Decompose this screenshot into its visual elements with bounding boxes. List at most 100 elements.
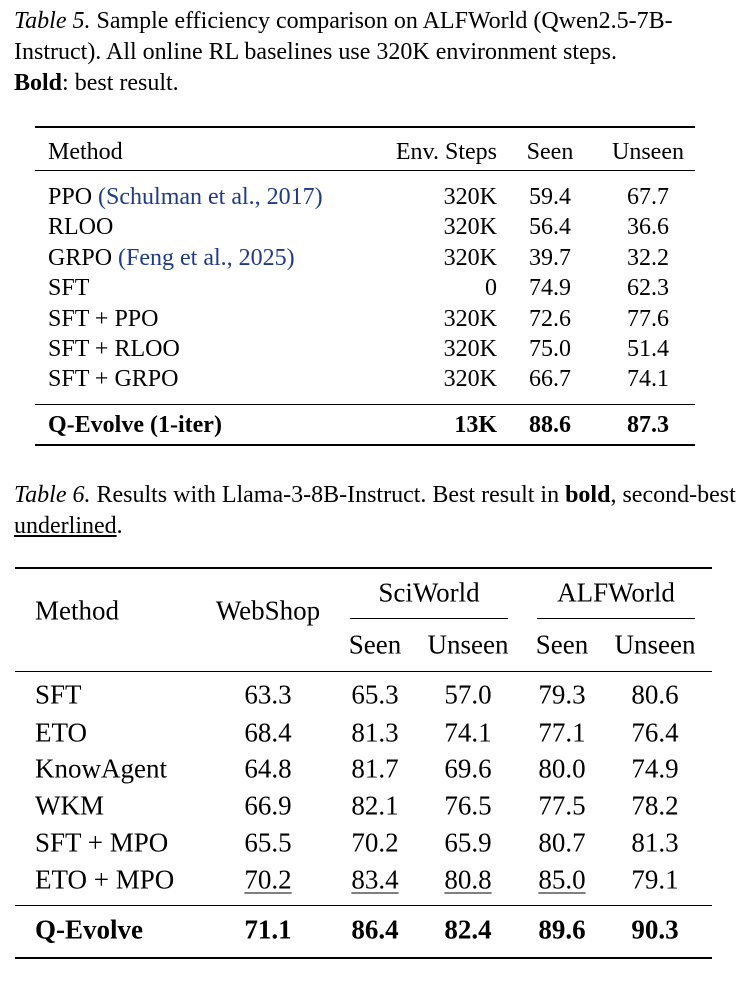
column-header: Unseen: [614, 629, 696, 660]
column-header: Env. Steps: [395, 139, 497, 165]
method: SFT + RLOO: [48, 336, 180, 362]
cell: 74.9: [529, 275, 571, 301]
cell: 77.5: [538, 790, 586, 821]
rule: [35, 126, 695, 128]
method: GRPO (Feng et al., 2025): [48, 245, 295, 271]
column-header: Method: [48, 139, 123, 165]
caption-underline: underlined: [14, 513, 117, 539]
cell: 74.1: [444, 717, 492, 748]
cell: 320K: [443, 336, 497, 362]
cell: 81.3: [351, 717, 399, 748]
group-header: ALFWorld: [557, 577, 675, 608]
cell: 320K: [443, 184, 497, 210]
cell: 70.2: [244, 864, 292, 895]
cell: 88.6: [529, 412, 571, 438]
cell: 89.6: [538, 914, 586, 945]
cell: 90.3: [631, 914, 679, 945]
cell: 77.1: [538, 717, 586, 748]
cell: 82.1: [351, 790, 399, 821]
cell: 57.0: [444, 679, 492, 710]
cell: 320K: [443, 366, 497, 392]
cell: 65.5: [244, 827, 292, 858]
cell: 86.4: [351, 914, 399, 945]
cell: 81.3: [631, 827, 679, 858]
method: Q-Evolve: [35, 914, 143, 945]
caption-bold: Bold: [14, 70, 63, 96]
cell: 65.9: [444, 827, 492, 858]
rule: [35, 170, 695, 171]
cell: 0: [485, 275, 497, 301]
column-header: Unseen: [427, 629, 509, 660]
cell: 85.0: [538, 864, 586, 895]
cell: 69.6: [444, 753, 492, 784]
cell: 83.4: [351, 864, 399, 895]
cell: 70.2: [351, 827, 399, 858]
column-header: Method: [35, 595, 119, 626]
method: SFT + GRPO: [48, 366, 179, 392]
rule: [15, 905, 712, 906]
rule: [15, 957, 712, 959]
cell: 320K: [443, 214, 497, 240]
cell: 79.1: [631, 864, 679, 895]
rule: [15, 567, 712, 569]
caption-text: Results with Llama-3-8B-Instruct. Best r…: [96, 482, 566, 508]
cell: 320K: [443, 245, 497, 271]
column-header: WebShop: [215, 595, 321, 626]
citation[interactable]: (Schulman et al., 2017): [98, 184, 323, 210]
cell: 39.7: [529, 245, 571, 271]
method: ETO: [35, 717, 87, 748]
method: SFT: [35, 679, 82, 710]
method: RLOO: [48, 214, 114, 240]
cell: 65.3: [351, 679, 399, 710]
rule: [15, 671, 712, 672]
cell: 80.6: [631, 679, 679, 710]
column-header: Seen: [535, 629, 589, 660]
caption-text: : best result.: [62, 70, 179, 96]
caption-text: .: [116, 513, 123, 539]
rule: [350, 618, 508, 619]
cell: 66.9: [244, 790, 292, 821]
cell: 81.7: [351, 753, 399, 784]
cell: 80.8: [444, 864, 492, 895]
method: WKM: [35, 790, 104, 821]
cell: 64.8: [244, 753, 292, 784]
caption-label: Table 5.: [14, 8, 91, 34]
cell: 77.6: [627, 306, 669, 332]
rule: [35, 444, 695, 446]
cell: 32.2: [627, 245, 669, 271]
cell: 80.7: [538, 827, 586, 858]
cell: 79.3: [538, 679, 586, 710]
cell: 63.3: [244, 679, 292, 710]
group-header: SciWorld: [378, 577, 480, 608]
method: SFT + MPO: [35, 827, 169, 858]
cell: 74.9: [631, 753, 679, 784]
method: PPO (Schulman et al., 2017): [48, 184, 323, 210]
citation[interactable]: (Feng et al., 2025): [118, 245, 295, 271]
cell: 36.6: [627, 214, 669, 240]
cell: 62.3: [627, 275, 669, 301]
cell: 71.1: [244, 914, 292, 945]
cell: 67.7: [627, 184, 669, 210]
cell: 78.2: [631, 790, 679, 821]
cell: 75.0: [529, 336, 571, 362]
rule: [35, 404, 695, 405]
caption-label: Table 6.: [14, 482, 91, 508]
cell: 51.4: [627, 336, 669, 362]
cell: 74.1: [627, 366, 669, 392]
column-header: Seen: [348, 629, 402, 660]
table5-caption: Table 5. Sample efficiency comparison on…: [14, 6, 749, 99]
cell: 87.3: [627, 412, 669, 438]
table6-caption: Table 6. Results with Llama-3-8B-Instruc…: [14, 480, 749, 542]
cell: 76.4: [631, 717, 679, 748]
caption-bold: bold: [565, 482, 611, 508]
cell: 82.4: [444, 914, 492, 945]
method: KnowAgent: [35, 753, 167, 784]
caption-text: , second-best: [610, 482, 736, 508]
cell: 80.0: [538, 753, 586, 784]
method: ETO + MPO: [35, 864, 175, 895]
cell: 76.5: [444, 790, 492, 821]
cell: 66.7: [529, 366, 571, 392]
column-header: Seen: [526, 139, 574, 165]
rule: [537, 618, 695, 619]
